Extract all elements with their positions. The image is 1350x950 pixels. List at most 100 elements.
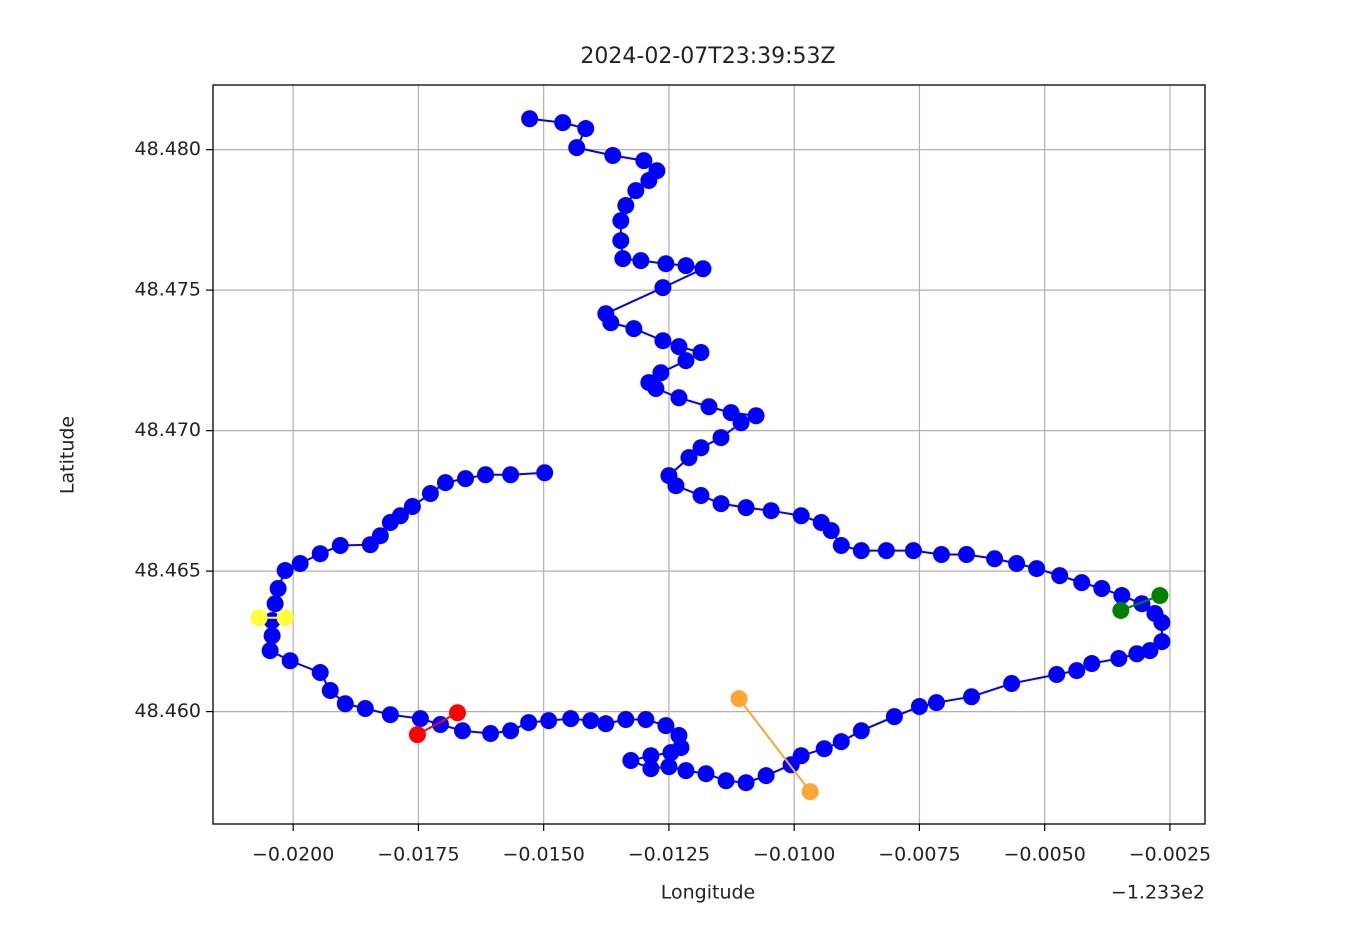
track-point <box>612 212 630 230</box>
track-point <box>986 550 1004 568</box>
x-tick-label: −0.0025 <box>1129 844 1211 866</box>
track-point <box>660 758 678 776</box>
track-point <box>250 609 268 627</box>
track-point <box>692 344 710 362</box>
track-point <box>311 545 329 563</box>
track-point <box>554 114 572 132</box>
track-point <box>637 710 655 728</box>
track-point <box>577 120 595 138</box>
track-point <box>1073 574 1091 592</box>
track-point <box>1110 649 1128 667</box>
track-point <box>692 439 710 457</box>
track-point <box>1048 666 1066 684</box>
track-point <box>448 704 466 722</box>
track-point <box>885 708 903 726</box>
track-point <box>877 542 895 560</box>
track-point <box>540 712 558 730</box>
track-point <box>627 182 645 200</box>
track-point <box>762 502 780 520</box>
track-point <box>680 449 698 467</box>
track-point <box>502 722 520 740</box>
track-point <box>311 664 329 682</box>
track-point <box>1112 601 1130 619</box>
track-point <box>697 765 715 783</box>
track-point <box>381 706 399 724</box>
x-offset-label: −1.233e2 <box>1111 882 1205 904</box>
track-point <box>1153 614 1171 632</box>
track-line <box>269 117 1163 784</box>
track-point <box>1051 567 1069 585</box>
track-point <box>521 110 539 128</box>
track-point <box>457 470 475 488</box>
track-point <box>356 700 374 718</box>
x-tick-label: −0.0175 <box>377 844 459 866</box>
y-axis-label: Latitude <box>57 416 79 494</box>
track-point <box>622 751 640 769</box>
track-point <box>454 722 472 740</box>
track-point <box>269 580 287 598</box>
track-point <box>712 495 730 513</box>
track-point <box>1008 555 1026 573</box>
track-point <box>932 546 950 564</box>
x-axis-label: Longitude <box>661 882 756 904</box>
y-tick-label: 48.470 <box>135 419 201 441</box>
track-point <box>276 609 294 627</box>
track-point <box>642 760 660 778</box>
track-point <box>276 562 294 580</box>
track-point <box>614 250 632 268</box>
track-point <box>652 364 670 382</box>
track-point <box>477 466 495 484</box>
track-point <box>1083 655 1101 673</box>
track-point <box>336 695 354 713</box>
track-point <box>963 688 981 706</box>
track-point <box>562 710 580 728</box>
track-point <box>640 172 658 190</box>
track-point <box>291 555 309 573</box>
track-point <box>657 717 675 735</box>
track-point <box>692 487 710 505</box>
track-point <box>568 139 586 157</box>
track-point <box>625 320 643 338</box>
track-point <box>670 338 688 356</box>
track-point <box>403 497 421 515</box>
track-point <box>822 522 840 540</box>
track-point <box>436 474 454 492</box>
track-line <box>738 698 811 793</box>
track-point <box>1151 587 1169 605</box>
x-tick-label: −0.0200 <box>252 844 334 866</box>
track-point <box>732 414 750 432</box>
track-point <box>1003 675 1021 693</box>
track-point <box>730 690 748 708</box>
chart-title: 2024-02-07T23:39:53Z <box>580 44 835 69</box>
track-point <box>1133 595 1151 613</box>
plot-frame <box>212 84 1206 825</box>
track-point <box>1128 645 1146 663</box>
track-point <box>815 740 833 758</box>
track-point <box>263 612 281 630</box>
track-point <box>757 767 775 785</box>
track-point <box>958 546 976 564</box>
track-point <box>654 279 672 297</box>
y-tick-label: 48.475 <box>135 279 201 301</box>
track-point <box>927 694 945 712</box>
y-tick-label: 48.480 <box>135 138 201 160</box>
track-point <box>520 714 538 732</box>
track-point <box>536 464 554 482</box>
track-point <box>371 527 389 545</box>
track-point <box>635 152 653 170</box>
track-point <box>717 772 735 790</box>
track-point <box>502 466 520 484</box>
track-point <box>737 774 755 792</box>
track-point <box>617 197 635 215</box>
track-point <box>1153 633 1171 651</box>
track-point <box>737 499 755 517</box>
track-point <box>694 260 712 278</box>
track-point <box>582 712 600 730</box>
track-point <box>391 507 409 525</box>
x-tick-label: −0.0100 <box>753 844 835 866</box>
track-point <box>1068 662 1086 680</box>
track-point <box>910 698 928 716</box>
track-point <box>421 485 439 503</box>
track-point <box>1028 560 1046 578</box>
track-point <box>482 725 500 743</box>
